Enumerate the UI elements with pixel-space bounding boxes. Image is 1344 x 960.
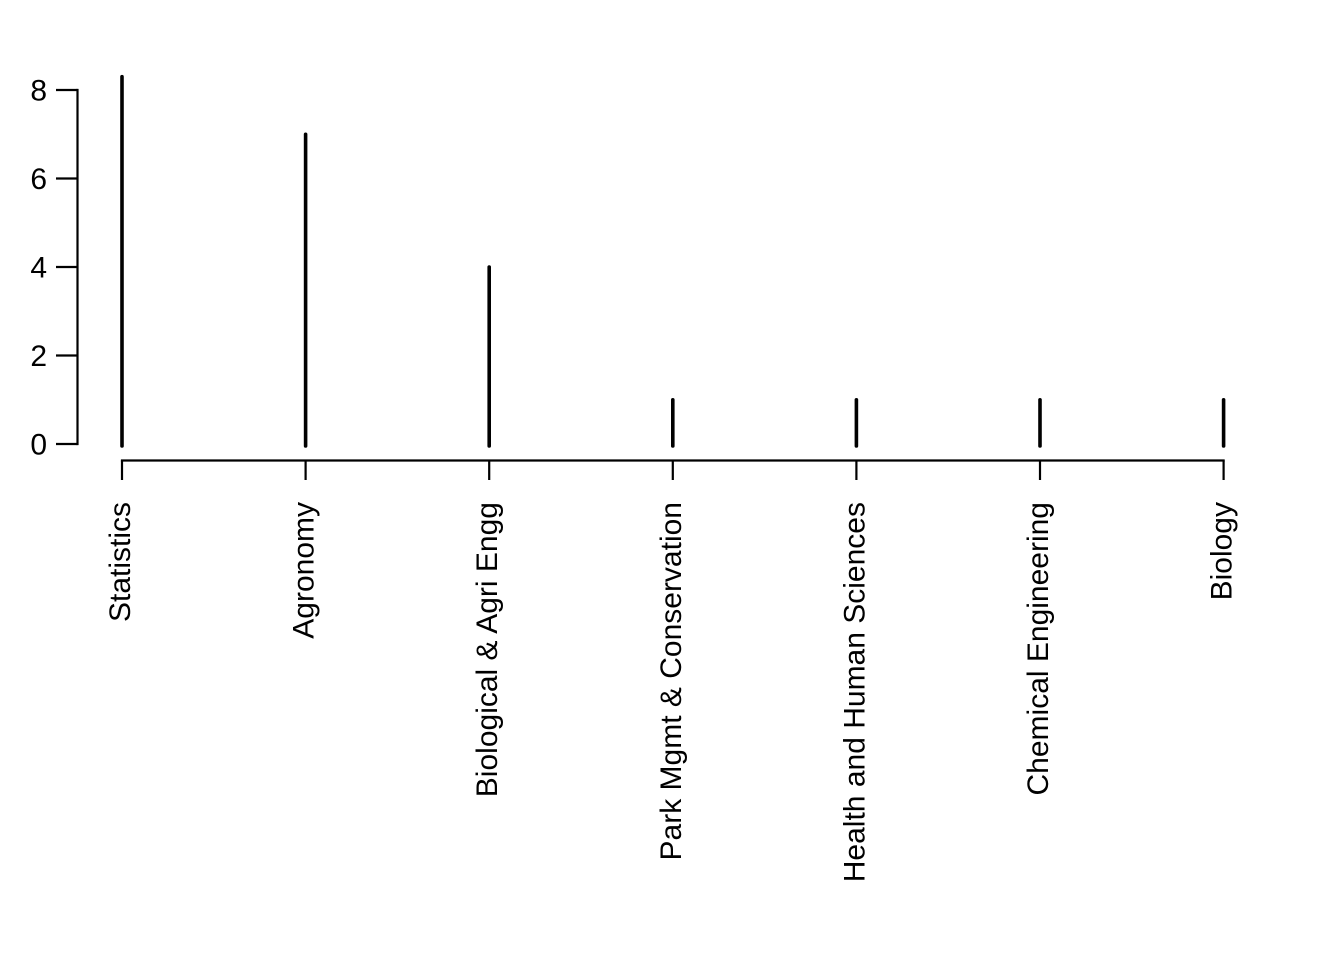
x-category-label: Agronomy (288, 502, 321, 639)
y-tick-label: 2 (30, 340, 47, 373)
y-tick-label: 6 (30, 163, 47, 196)
x-category-label: Biological & Agri Engg (471, 502, 504, 797)
y-tick-label: 4 (30, 252, 47, 285)
y-tick-label: 8 (30, 75, 47, 108)
x-category-label: Health and Human Sciences (838, 502, 871, 882)
x-category-label: Park Mgmt & Conservation (655, 502, 688, 860)
x-category-label: Statistics (104, 502, 137, 622)
x-category-label: Chemical Engineering (1022, 502, 1055, 796)
y-tick-label: 0 (30, 429, 47, 462)
x-category-label: Biology (1206, 502, 1239, 600)
